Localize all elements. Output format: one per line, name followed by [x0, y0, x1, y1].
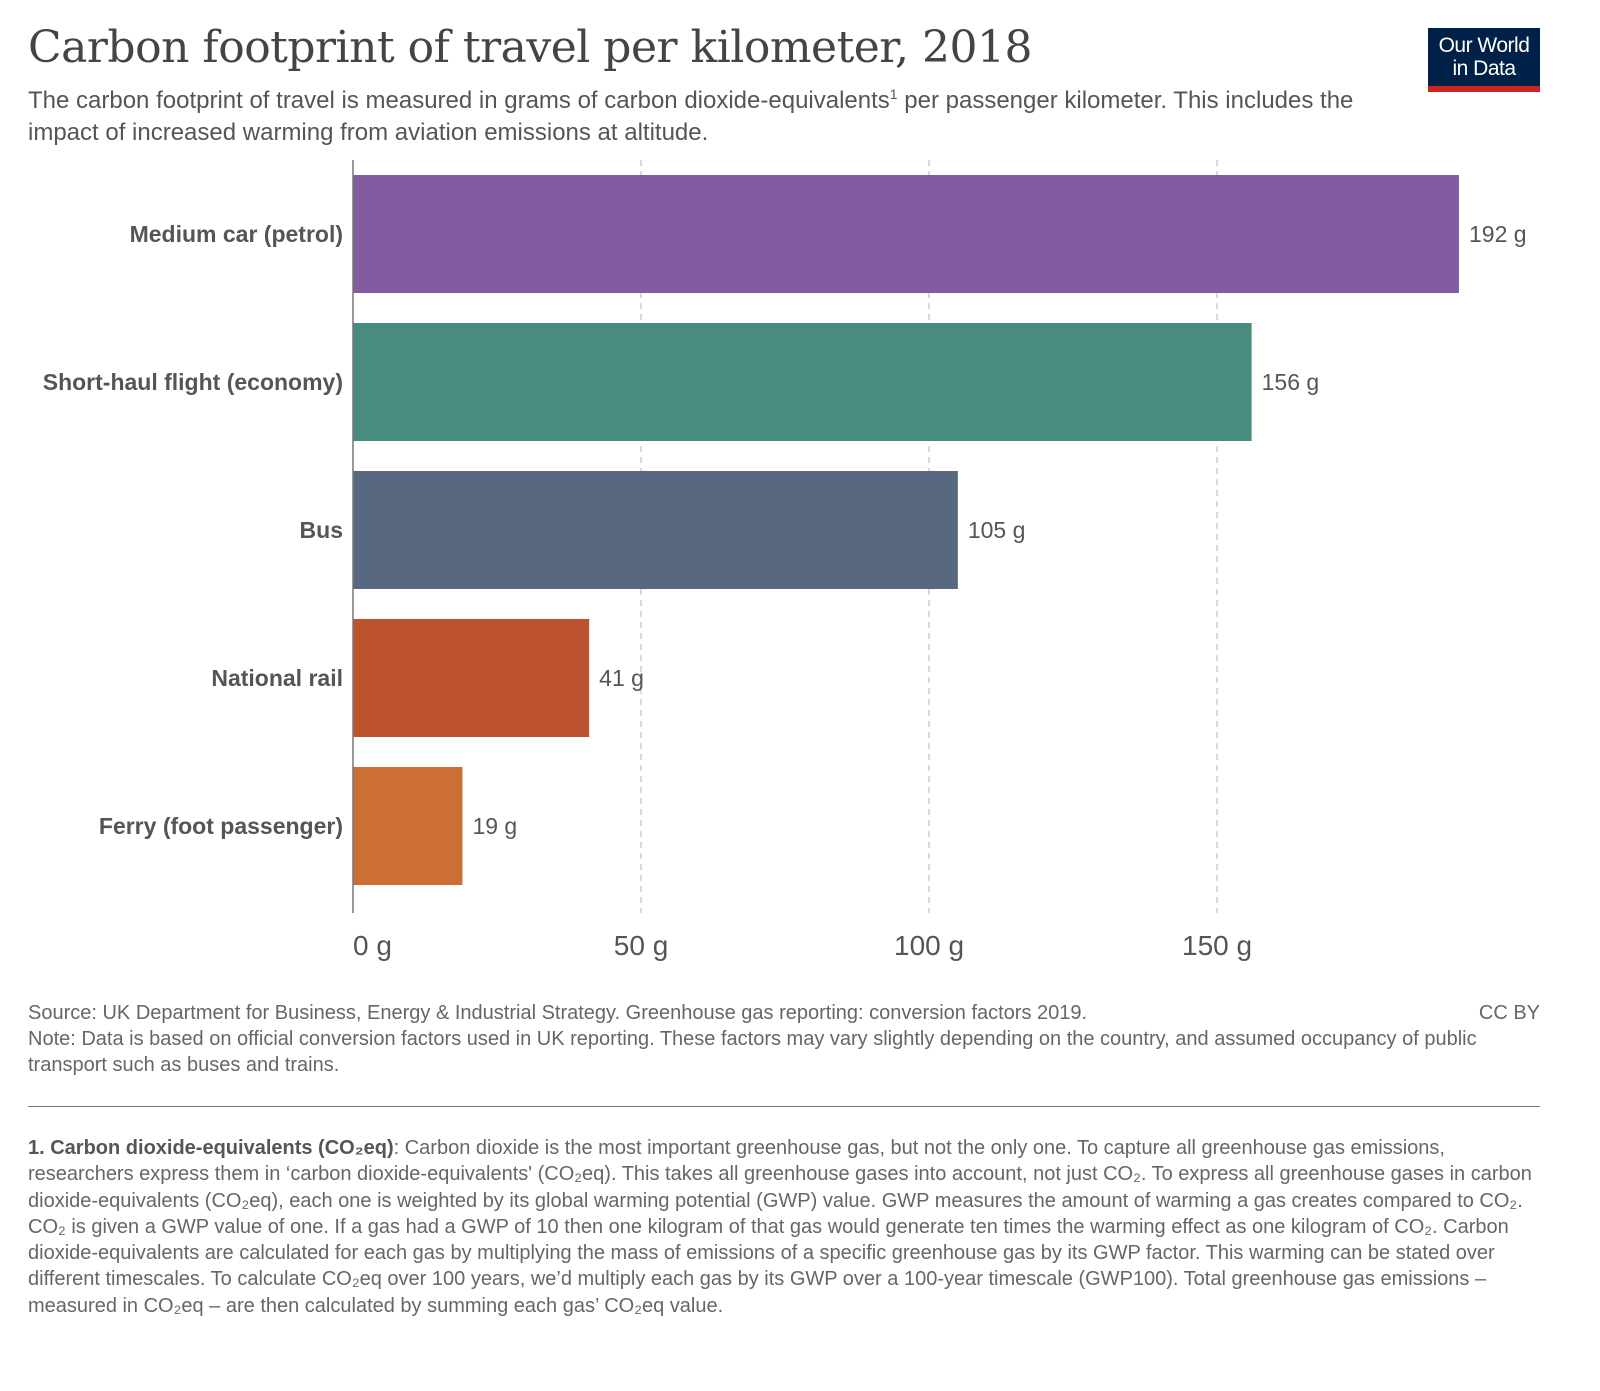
- x-tick-labels: 0 g 50 g 100 g 150 g: [353, 930, 1252, 961]
- bar[interactable]: [353, 175, 1459, 293]
- chart-subtitle: The carbon footprint of travel is measur…: [28, 85, 1398, 149]
- source-text: Source: UK Department for Business, Ener…: [28, 1002, 1088, 1024]
- x-tick-label: 100 g: [894, 930, 964, 961]
- x-tick-label: 0 g: [353, 930, 392, 961]
- category-label: Short-haul flight (economy): [43, 369, 343, 395]
- category-label: Bus: [300, 517, 343, 543]
- chart-title: Carbon footprint of travel per kilometer…: [28, 22, 1032, 73]
- value-label: 41 g: [599, 665, 644, 691]
- bar-chart: Medium car (petrol) Short-haul flight (ec…: [43, 160, 1527, 961]
- footnote-title: 1. Carbon dioxide-equivalents (CO₂eq): [28, 1137, 394, 1159]
- category-labels: Medium car (petrol) Short-haul flight (ec…: [43, 221, 343, 839]
- subtitle-text: The carbon footprint of travel is measur…: [28, 87, 890, 114]
- value-label: 19 g: [472, 813, 517, 839]
- footnote-marker[interactable]: 1: [889, 86, 898, 102]
- logo-line-2: in Data: [1452, 57, 1516, 80]
- source-block: Source: UK Department for Business, Ener…: [28, 1000, 1540, 1078]
- value-label: 192 g: [1469, 221, 1527, 247]
- category-label: National rail: [211, 665, 343, 691]
- value-labels: 192 g 156 g 105 g 41 g 19 g: [472, 221, 1526, 839]
- x-tick-label: 50 g: [614, 930, 669, 961]
- footnote-body: : Carbon dioxide is the most important g…: [28, 1137, 1532, 1317]
- footer-divider: [28, 1106, 1540, 1107]
- bar[interactable]: [353, 767, 463, 885]
- bar[interactable]: [353, 323, 1252, 441]
- value-label: 105 g: [968, 517, 1026, 543]
- value-label: 156 g: [1262, 369, 1320, 395]
- bar[interactable]: [353, 619, 590, 737]
- x-tick-label: 150 g: [1182, 930, 1252, 961]
- category-label: Medium car (petrol): [130, 221, 343, 247]
- bars: [353, 175, 1459, 885]
- footnote: 1. Carbon dioxide-equivalents (CO₂eq): C…: [28, 1135, 1540, 1319]
- category-label: Ferry (foot passenger): [99, 813, 343, 839]
- note-text: Note: Data is based on official conversi…: [28, 1028, 1477, 1076]
- bar[interactable]: [353, 471, 958, 589]
- license-link[interactable]: CC BY: [1478, 1002, 1540, 1024]
- subtitle-text-continued: per passenger kilometer. This includes t…: [28, 87, 1354, 146]
- owid-logo[interactable]: Our World in Data: [1428, 28, 1540, 92]
- logo-line-1: Our World: [1438, 34, 1530, 57]
